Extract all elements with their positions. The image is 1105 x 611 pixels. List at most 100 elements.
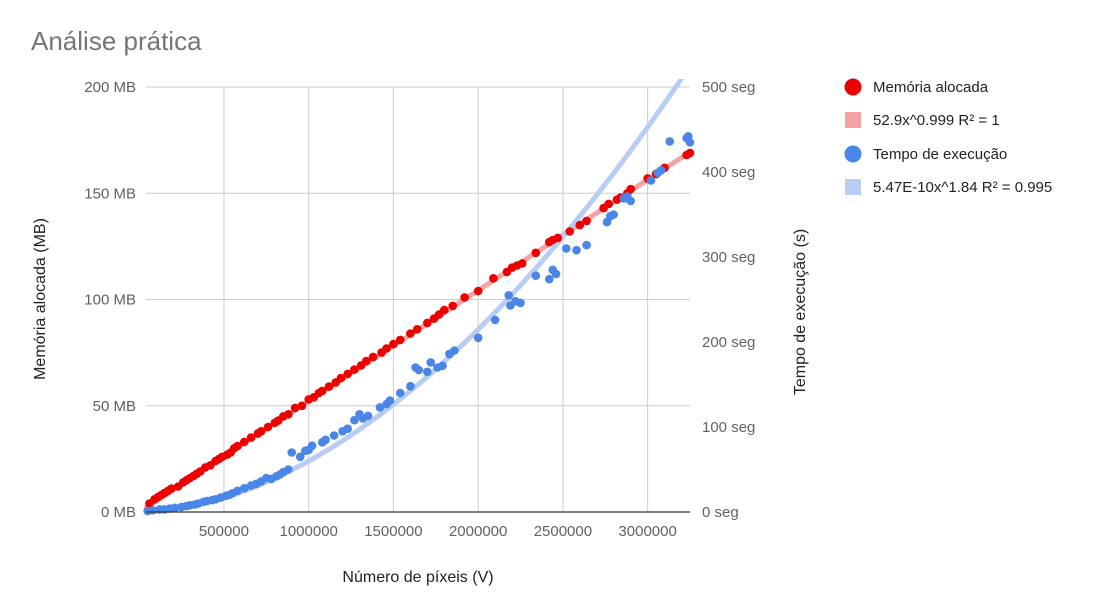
y-right-tick-label: 500 seg bbox=[702, 79, 755, 96]
legend-label: Tempo de execução bbox=[873, 146, 1007, 163]
memory-point bbox=[336, 373, 346, 383]
y-right-tick-label: 0 seg bbox=[702, 504, 739, 521]
legend: Memória alocada 52.9x^0.999 R² = 1 Tempo d… bbox=[844, 78, 1052, 196]
y-axis-left-title: Memória alocada (MB) bbox=[32, 218, 49, 380]
time-point bbox=[170, 503, 180, 513]
time-point bbox=[385, 396, 395, 405]
memory-point bbox=[582, 216, 591, 226]
memory-point bbox=[297, 401, 307, 411]
time-point bbox=[287, 448, 297, 457]
memory-point bbox=[167, 484, 176, 493]
time-point bbox=[350, 415, 359, 425]
time-point bbox=[284, 465, 293, 474]
time-point bbox=[450, 346, 459, 355]
time-point bbox=[307, 441, 317, 451]
time-point bbox=[363, 411, 373, 421]
x-tick-label: 1000000 bbox=[279, 523, 337, 540]
chart-title: Análise prática bbox=[31, 26, 202, 56]
memory-point bbox=[423, 318, 432, 328]
memory-point bbox=[350, 365, 359, 374]
time-point bbox=[545, 274, 554, 284]
time-point bbox=[665, 137, 674, 146]
time-point bbox=[321, 435, 330, 445]
time-point bbox=[375, 403, 385, 412]
grid-lines bbox=[146, 86, 690, 512]
memory-point bbox=[290, 403, 300, 413]
legend-marker bbox=[844, 145, 862, 163]
time-point bbox=[504, 291, 513, 300]
time-point bbox=[551, 269, 561, 279]
x-axis-title: Número de píxeis (V) bbox=[342, 569, 493, 586]
memory-point bbox=[406, 329, 415, 338]
memory-point bbox=[284, 410, 293, 419]
time-trendline bbox=[144, 79, 685, 514]
time-point bbox=[295, 452, 305, 462]
y-left-tick-label: 50 MB bbox=[93, 398, 136, 415]
legend-marker bbox=[844, 78, 862, 96]
memory-point bbox=[317, 386, 327, 396]
time-point bbox=[646, 176, 656, 185]
time-point bbox=[531, 271, 541, 281]
time-point bbox=[406, 381, 415, 391]
memory-point bbox=[240, 437, 249, 447]
time-point bbox=[609, 210, 618, 219]
time-point bbox=[490, 315, 500, 325]
time-point bbox=[656, 166, 666, 175]
x-tick-label: 3000000 bbox=[618, 523, 676, 540]
axes: 500000 1000000 1500000 2000000 2500000 300000… bbox=[84, 79, 755, 540]
time-point bbox=[329, 431, 339, 440]
memory-point bbox=[517, 259, 527, 268]
x-tick-label: 2500000 bbox=[534, 523, 592, 540]
memory-point bbox=[263, 422, 273, 432]
time-point bbox=[572, 245, 581, 255]
memory-point bbox=[395, 335, 405, 345]
memory-point bbox=[343, 369, 353, 379]
time-point bbox=[582, 240, 591, 250]
memory-point bbox=[685, 148, 695, 158]
time-point bbox=[626, 196, 635, 206]
time-point bbox=[233, 486, 242, 496]
time-point bbox=[423, 367, 432, 377]
time-point bbox=[414, 365, 424, 375]
legend-label: 52.9x^0.999 R² = 1 bbox=[873, 112, 1000, 129]
memory-point bbox=[473, 286, 483, 296]
memory-point bbox=[440, 305, 449, 315]
memory-point bbox=[362, 356, 371, 366]
time-point bbox=[473, 333, 483, 343]
time-point bbox=[438, 361, 447, 371]
y-left-tick-label: 100 MB bbox=[84, 292, 136, 309]
time-point bbox=[685, 138, 695, 147]
memory-point bbox=[448, 301, 458, 311]
memory-point bbox=[575, 220, 585, 230]
y-left-tick-label: 0 MB bbox=[101, 504, 136, 521]
y-left-tick-label: 150 MB bbox=[84, 185, 136, 202]
memory-point bbox=[565, 227, 574, 236]
memory-point bbox=[412, 325, 422, 334]
memory-point bbox=[233, 441, 242, 451]
y-left-tick-label: 200 MB bbox=[84, 79, 136, 96]
memory-point bbox=[246, 433, 256, 442]
memory-point bbox=[389, 339, 398, 349]
memory-point bbox=[531, 248, 541, 258]
time-point bbox=[562, 244, 571, 253]
legend-label: Memória alocada bbox=[873, 79, 989, 96]
memory-point bbox=[256, 427, 266, 436]
data-points bbox=[143, 132, 695, 516]
memory-point bbox=[604, 199, 613, 209]
y-right-tick-label: 300 seg bbox=[702, 249, 755, 266]
legend-label: 5.47E-10x^1.84 R² = 0.995 bbox=[873, 179, 1052, 196]
time-point bbox=[516, 298, 525, 308]
memory-point bbox=[626, 184, 635, 194]
x-tick-label: 2000000 bbox=[449, 523, 507, 540]
legend-swatch bbox=[845, 179, 861, 195]
x-tick-label: 1500000 bbox=[364, 523, 422, 540]
y-right-tick-label: 200 seg bbox=[702, 334, 755, 351]
memory-point bbox=[460, 293, 469, 302]
legend-swatch bbox=[845, 112, 861, 128]
memory-point bbox=[553, 233, 563, 243]
time-point bbox=[395, 388, 405, 398]
time-point bbox=[426, 358, 436, 367]
time-point bbox=[240, 483, 249, 493]
trend-lines bbox=[144, 79, 693, 514]
